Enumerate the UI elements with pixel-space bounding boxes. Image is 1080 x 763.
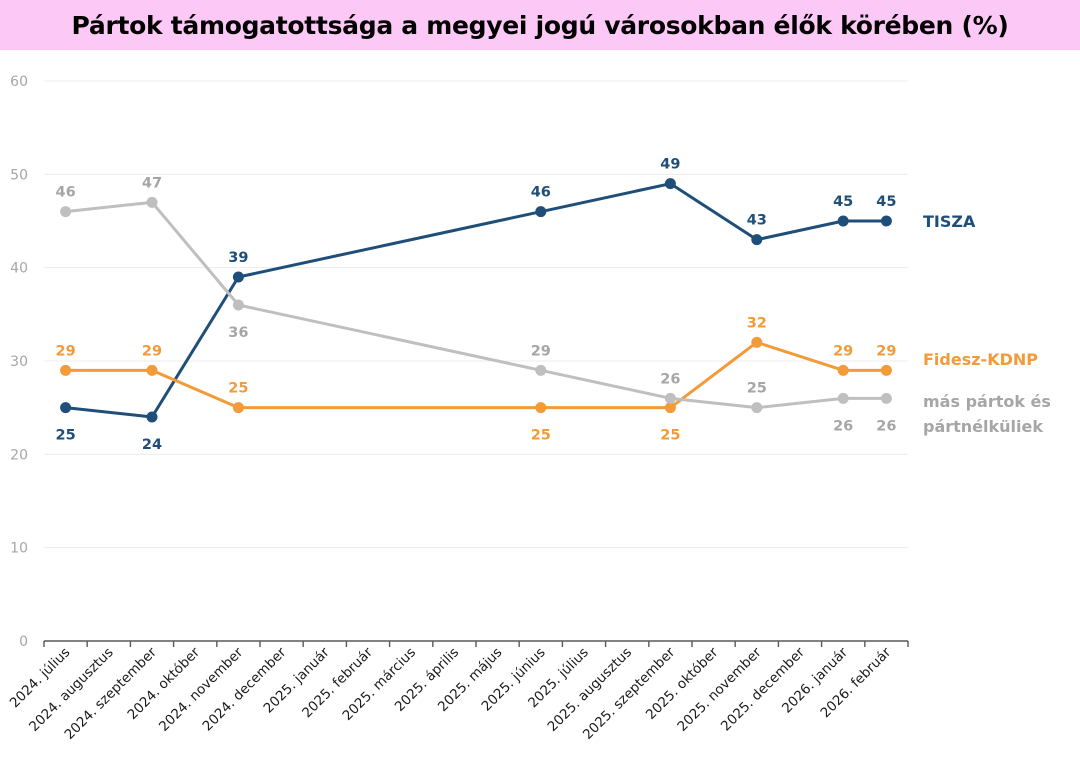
data-label: 46 bbox=[531, 185, 551, 201]
data-point bbox=[880, 392, 892, 404]
data-point bbox=[837, 215, 849, 227]
data-label: 26 bbox=[833, 418, 853, 434]
data-point bbox=[880, 215, 892, 227]
data-point bbox=[146, 411, 158, 423]
data-point bbox=[664, 402, 676, 414]
data-label: 49 bbox=[660, 157, 680, 173]
data-point bbox=[751, 402, 763, 414]
series-line-0 bbox=[65, 182, 887, 419]
chart-title-bar: Pártok támogatottsága a megyei jogú váro… bbox=[0, 0, 1080, 50]
data-label: 46 bbox=[56, 185, 76, 201]
data-point bbox=[535, 206, 547, 218]
data-point bbox=[535, 364, 547, 376]
data-point bbox=[837, 392, 849, 404]
chart-title: Pártok támogatottsága a megyei jogú váro… bbox=[71, 10, 1009, 40]
data-label: 45 bbox=[876, 194, 896, 210]
y-tick-label: 0 bbox=[19, 634, 28, 650]
data-point bbox=[60, 364, 72, 376]
data-point bbox=[146, 364, 158, 376]
data-point bbox=[60, 402, 72, 414]
data-label: 29 bbox=[833, 343, 853, 359]
data-label: 25 bbox=[531, 428, 551, 444]
data-label: 45 bbox=[833, 194, 853, 210]
data-label: 39 bbox=[228, 250, 248, 266]
data-label: 43 bbox=[747, 213, 767, 229]
data-point bbox=[535, 402, 547, 414]
legend-label: pártnélküliek bbox=[923, 417, 1043, 436]
data-label: 29 bbox=[56, 343, 76, 359]
data-point bbox=[664, 392, 676, 404]
series-line-2 bbox=[65, 200, 887, 410]
data-label: 29 bbox=[142, 343, 162, 359]
y-tick-label: 50 bbox=[10, 167, 28, 183]
data-point bbox=[232, 402, 244, 414]
y-tick-label: 10 bbox=[10, 541, 28, 557]
series-line-1 bbox=[65, 340, 887, 410]
gridlines bbox=[44, 80, 908, 549]
series-lines bbox=[65, 182, 887, 419]
data-point bbox=[146, 196, 158, 208]
data-point bbox=[60, 206, 72, 218]
data-point bbox=[664, 178, 676, 190]
y-tick-label: 40 bbox=[10, 261, 28, 277]
y-tick-label: 60 bbox=[10, 74, 28, 90]
data-label: 47 bbox=[142, 175, 162, 191]
legend-label: TISZA bbox=[923, 212, 976, 231]
legend: TISZA Fidesz-KDNP más pártok és pártnélküli… bbox=[923, 212, 1051, 436]
data-point bbox=[880, 364, 892, 376]
data-label: 25 bbox=[56, 428, 76, 444]
data-label: 24 bbox=[142, 437, 162, 453]
series-points bbox=[60, 178, 892, 423]
data-point bbox=[232, 271, 244, 283]
data-point bbox=[232, 299, 244, 311]
data-point bbox=[837, 364, 849, 376]
data-label: 25 bbox=[660, 428, 680, 444]
y-axis: 0 10 20 30 40 50 60 bbox=[10, 74, 28, 650]
data-label: 25 bbox=[747, 381, 767, 397]
data-label: 29 bbox=[876, 343, 896, 359]
data-point bbox=[751, 336, 763, 348]
data-label: 36 bbox=[228, 325, 248, 341]
data-point bbox=[751, 234, 763, 246]
legend-label: Fidesz-KDNP bbox=[923, 350, 1038, 369]
y-tick-label: 20 bbox=[10, 447, 28, 463]
legend-label: más pártok és bbox=[923, 392, 1051, 411]
y-tick-label: 30 bbox=[10, 354, 28, 370]
data-label: 26 bbox=[660, 371, 680, 387]
data-labels: 25 24 39 46 49 43 45 45 29 29 25 25 25 32 29 29 46 47 36 29… bbox=[56, 157, 897, 453]
data-label: 25 bbox=[228, 381, 248, 397]
data-label: 32 bbox=[747, 315, 767, 331]
data-label: 26 bbox=[876, 418, 896, 434]
data-label: 29 bbox=[531, 343, 551, 359]
